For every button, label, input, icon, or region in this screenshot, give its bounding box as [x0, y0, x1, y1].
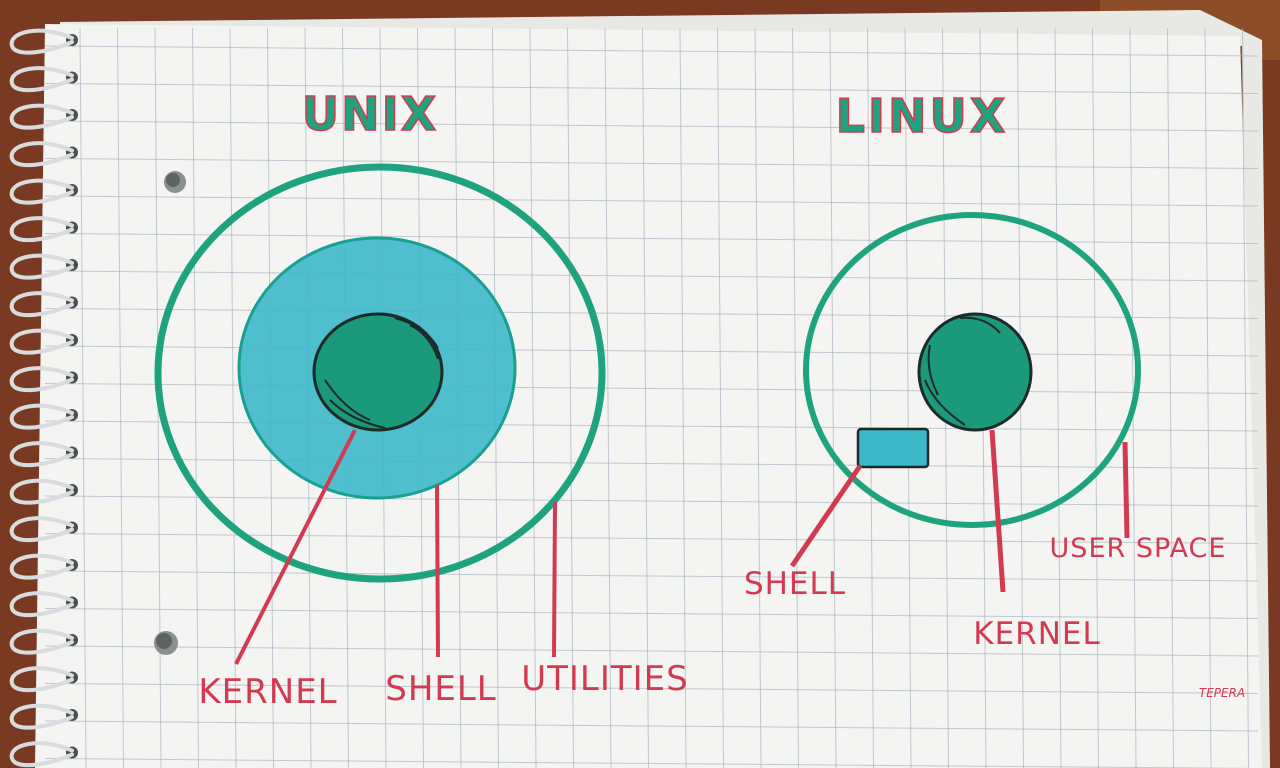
grid-line-vertical: [679, 27, 687, 768]
spiral-coil: [9, 216, 74, 243]
spiral-coil: [9, 703, 74, 730]
linux-kernel-hatch: [924, 316, 1001, 426]
spiral-coil: [9, 403, 74, 430]
linux-shell-leader: [789, 464, 863, 568]
spiral-binding: [9, 28, 78, 768]
grid-line-vertical: [79, 27, 87, 768]
spiral-coil: [9, 366, 74, 393]
grid-line-horizontal: [44, 270, 1259, 282]
grid-line-vertical: [717, 27, 724, 768]
linux-diagram: LINUX SHELL KERNEL USER SPACE: [744, 88, 1227, 652]
spiral-coil: [9, 103, 74, 130]
punch-hole-top-shade: [166, 173, 180, 187]
grid-line-vertical: [1092, 27, 1099, 768]
grid-line-horizontal: [44, 83, 1259, 94]
grid-line-horizontal: [44, 683, 1259, 694]
grid-line-horizontal: [44, 158, 1259, 169]
grid-line-vertical: [754, 27, 762, 768]
spiral-coil: [9, 591, 74, 618]
spiral-coil: [9, 441, 74, 468]
unix-kernel-label: KERNEL: [198, 672, 337, 712]
grid-line-horizontal: [44, 45, 1259, 57]
paper-sheet: [35, 24, 1262, 768]
grid-line-vertical: [1054, 27, 1062, 768]
grid-line-horizontal: [44, 233, 1259, 244]
spiral-coil: [9, 328, 74, 355]
spiral-coil: [9, 28, 74, 55]
spiral-coil: [9, 628, 74, 655]
grid-line-horizontal: [44, 120, 1259, 132]
grid-line-horizontal: [44, 195, 1259, 207]
punch-hole-bottom-shade: [156, 633, 172, 649]
spiral-coil: [9, 178, 74, 205]
unix-shell-area-edge: [237, 236, 517, 500]
linux-user-space-ring: [803, 212, 1141, 528]
grid-line-vertical: [829, 27, 837, 768]
grid-line-vertical: [192, 27, 199, 768]
linux-kernel-core: [917, 312, 1033, 432]
unix-shell-leader: [435, 484, 440, 658]
linux-shell-box: [856, 427, 930, 469]
grid-line-horizontal: [44, 720, 1259, 732]
grid-line-vertical: [1167, 27, 1174, 768]
grid-line-horizontal: [44, 420, 1259, 432]
grid-line-vertical: [567, 27, 574, 768]
unix-shell-label: SHELL: [385, 669, 497, 709]
grid-line-vertical: [1204, 27, 1212, 768]
linux-shell-label: SHELL: [744, 566, 846, 602]
grid-line-vertical: [229, 27, 237, 768]
grid-line-horizontal: [44, 308, 1259, 319]
spiral-coil: [9, 141, 74, 168]
unix-title: UNIX: [302, 87, 438, 141]
linux-user-space-label: USER SPACE: [1050, 533, 1227, 564]
grid-line-horizontal: [44, 570, 1259, 582]
unix-utilities-leader: [552, 501, 557, 658]
grid-line-horizontal: [44, 608, 1259, 619]
unix-utilities-ring: [154, 163, 606, 583]
grid-line-vertical: [529, 27, 537, 768]
unix-kernel-leader: [234, 429, 357, 665]
spiral-coil: [9, 478, 74, 505]
spiral-coil: [9, 253, 74, 280]
grid-line-horizontal: [44, 758, 1259, 768]
grid-line-horizontal: [44, 645, 1259, 657]
unix-kernel-hatch: [324, 317, 439, 429]
grid-line-vertical: [1242, 27, 1249, 768]
grid-line-horizontal: [44, 458, 1259, 469]
spiral-coil: [9, 66, 74, 93]
grid-line-vertical: [904, 27, 912, 768]
grid-line-vertical: [792, 27, 799, 768]
linux-user-space-leader: [1122, 441, 1130, 539]
spiral-coil: [9, 553, 74, 580]
linux-kernel-label: KERNEL: [973, 616, 1101, 652]
unix-diagram: UNIX KERNEL SHELL UTILITIES: [154, 86, 689, 712]
linux-title: LINUX: [836, 89, 1009, 143]
unix-kernel-core: [312, 312, 444, 432]
grid-line-vertical: [604, 27, 612, 768]
grid-line-vertical: [867, 27, 874, 768]
grid-line-vertical: [642, 27, 649, 768]
spiral-coil: [9, 516, 74, 543]
spiral-coil: [9, 741, 74, 768]
linux-kernel-leader: [989, 429, 1006, 593]
author-signature: TEPERA: [1199, 686, 1245, 700]
unix-utilities-label: UTILITIES: [521, 659, 689, 699]
spiral-coil: [9, 666, 74, 693]
grid-line-vertical: [117, 27, 124, 768]
spiral-coil: [9, 291, 74, 318]
